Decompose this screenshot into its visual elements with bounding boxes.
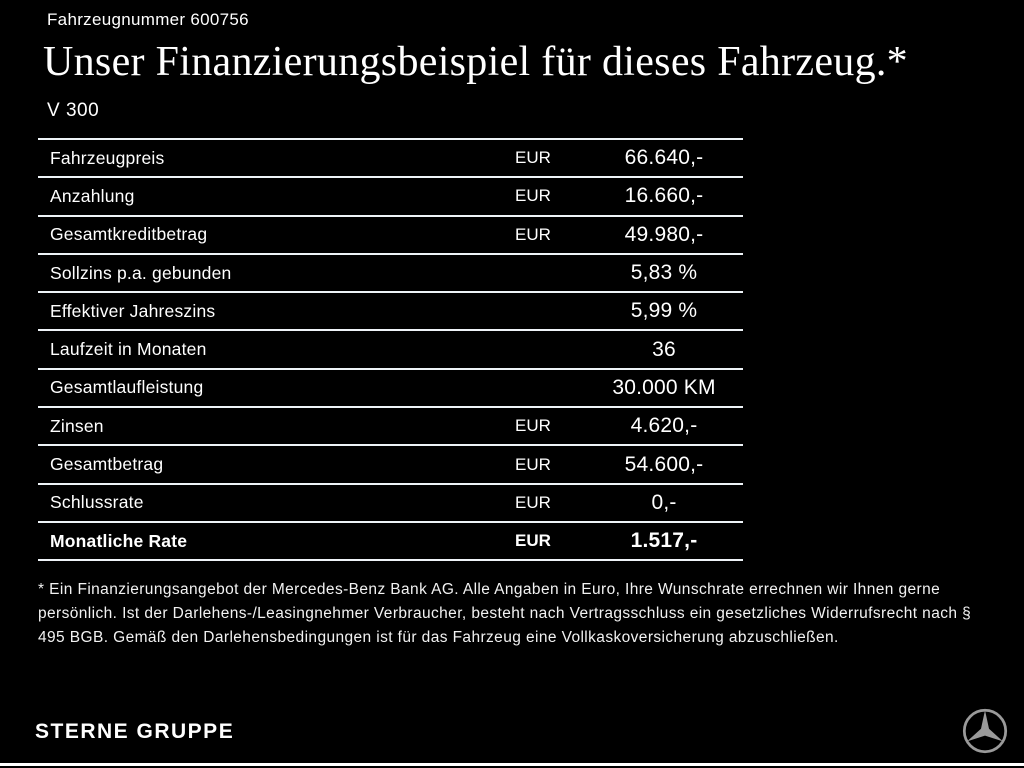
row-currency: EUR xyxy=(515,454,551,474)
table-row: Anzahlung EUR 16.660,- xyxy=(38,178,743,217)
row-label: Zinsen xyxy=(50,415,104,436)
table-row: Sollzins p.a. gebunden 5,83 % xyxy=(38,255,743,294)
legal-footnote: * Ein Finanzierungsangebot der Mercedes-… xyxy=(38,581,972,647)
row-value: 36 xyxy=(652,337,676,361)
row-value: 16.660,- xyxy=(624,184,704,208)
table-row: Fahrzeugpreis EUR 66.640,- xyxy=(38,140,743,179)
table-row: Zinsen EUR 4.620,- xyxy=(38,408,743,447)
footer: STERNE GRUPPE xyxy=(0,693,1024,768)
row-label: Sollzins p.a. gebunden xyxy=(50,262,232,283)
row-value: 5,83 % xyxy=(630,261,698,285)
row-value: 54.600,- xyxy=(624,452,704,476)
vehicle-model: V 300 xyxy=(47,100,100,121)
row-label: Gesamtlaufleistung xyxy=(50,377,204,398)
row-label: Effektiver Jahreszins xyxy=(50,300,216,321)
table-row: Schlussrate EUR 0,- xyxy=(38,485,743,523)
table-row: Laufzeit in Monaten 36 xyxy=(38,331,743,370)
table-row: Monatliche Rate EUR 1.517,- xyxy=(38,523,743,562)
table-row: Gesamtkreditbetrag EUR 49.980,- xyxy=(38,217,743,255)
row-value: 4.620,- xyxy=(630,414,698,438)
row-label: Schlussrate xyxy=(50,492,144,513)
row-label: Gesamtbetrag xyxy=(50,454,164,475)
dealer-name: STERNE GRUPPE xyxy=(35,720,235,743)
row-label: Laufzeit in Monaten xyxy=(50,339,207,360)
row-currency: EUR xyxy=(515,492,551,512)
row-value: 30.000 KM xyxy=(612,375,716,399)
row-currency: EUR xyxy=(515,531,551,551)
table-row: Gesamtlaufleistung 30.000 KM xyxy=(38,370,743,409)
row-label: Monatliche Rate xyxy=(50,530,188,551)
table-row: Gesamtbetrag EUR 54.600,- xyxy=(38,446,743,485)
mercedes-star-icon xyxy=(962,708,1008,754)
row-value: 1.517,- xyxy=(630,529,698,553)
table-row: Effektiver Jahreszins 5,99 % xyxy=(38,293,743,332)
row-label: Fahrzeugpreis xyxy=(50,147,165,168)
row-currency: EUR xyxy=(515,224,551,244)
vehicle-number: Fahrzeugnummer 600756 xyxy=(47,10,249,29)
bottom-rule xyxy=(0,763,1024,766)
row-currency: EUR xyxy=(515,416,551,436)
row-label: Anzahlung xyxy=(50,185,135,206)
row-value: 49.980,- xyxy=(624,222,704,246)
row-value: 0,- xyxy=(651,490,677,514)
row-currency: EUR xyxy=(515,148,551,168)
row-value: 66.640,- xyxy=(624,146,704,170)
finance-table: Fahrzeugpreis EUR 66.640,- Anzahlung EUR 16.6… xyxy=(38,138,743,562)
row-value: 5,99 % xyxy=(630,299,698,323)
page-title: Unser Finanzierungsbeispiel für dieses F… xyxy=(43,39,908,85)
row-label: Gesamtkreditbetrag xyxy=(50,224,208,245)
row-currency: EUR xyxy=(515,186,551,206)
